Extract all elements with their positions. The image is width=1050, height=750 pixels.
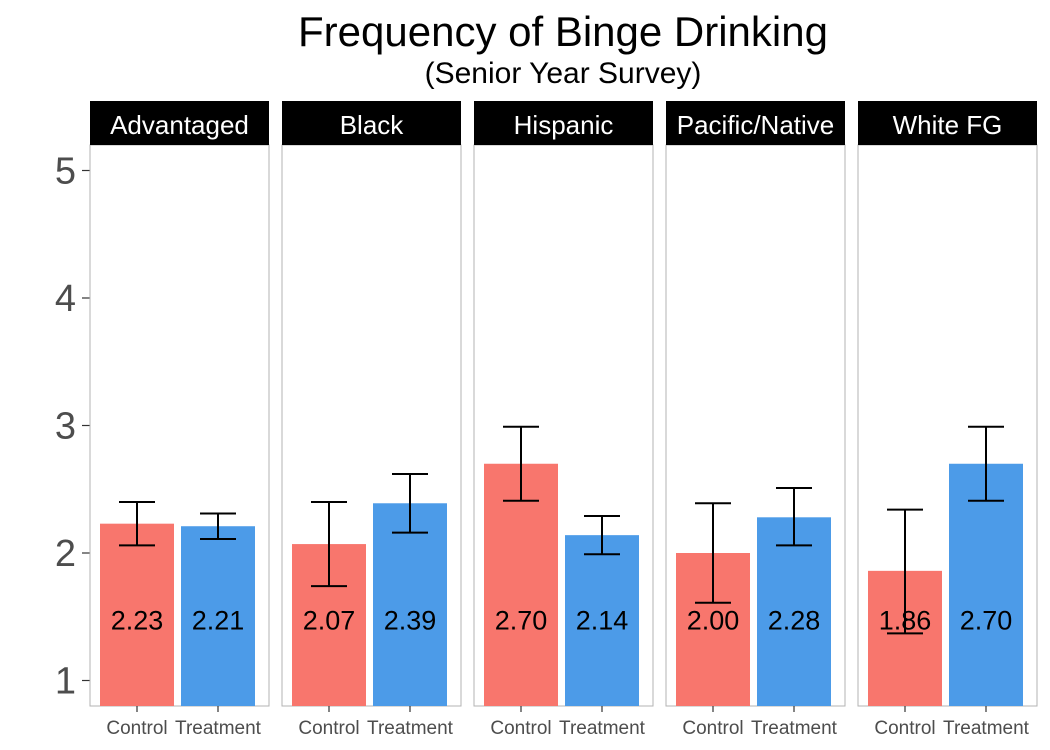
panel-hispanic: Hispanic 2.70 Control 2.14 Treatment [473,101,654,739]
data-label-control: 2.70 [495,605,548,635]
x-tick-label-treatment: Treatment [943,718,1030,739]
panel-advantaged: Advantaged 2.23 Control 2.21 Treatment [89,101,270,739]
data-label-control: 2.07 [303,605,356,635]
x-tick-label-control: Control [106,718,167,739]
data-label-treatment: 2.70 [960,605,1013,635]
chart-subtitle: (Senior Year Survey) [424,57,702,90]
x-tick-label-treatment: Treatment [175,718,262,739]
x-tick-label-treatment: Treatment [751,718,838,739]
x-tick-label-treatment: Treatment [367,718,454,739]
facet-strip-label: White FG [893,110,1003,140]
panel-pacific-native: Pacific/Native 2.00 Control 2.28 Treatment [665,101,846,739]
y-axis: 1 2 3 4 5 [55,151,90,703]
panel-black: Black 2.07 Control 2.39 Treatment [281,101,462,739]
y-tick-label-5: 5 [55,151,76,193]
bar-control [100,523,174,706]
x-tick-label-control: Control [298,718,359,739]
bar-treatment [757,517,831,706]
bar-treatment [565,535,639,706]
facet-panels: Advantaged 2.23 Control 2.21 Treatment Black 2… [89,101,1038,739]
y-tick-label-3: 3 [55,406,76,448]
facet-strip [858,101,1037,145]
facet-strip-label: Hispanic [514,110,614,140]
data-label-treatment: 2.21 [192,605,245,635]
data-label-treatment: 2.28 [768,605,821,635]
x-tick-label-control: Control [874,718,935,739]
y-tick-label-1: 1 [55,661,76,703]
y-tick-label-4: 4 [55,278,76,320]
facet-strip-label: Advantaged [110,110,249,140]
facet-strip [282,101,461,145]
data-label-control: 2.23 [111,605,164,635]
chart-title: Frequency of Binge Drinking [298,8,828,55]
bar-treatment [181,526,255,706]
bar-treatment [949,463,1023,706]
data-label-treatment: 2.14 [576,605,629,635]
facet-strip [90,101,269,145]
data-label-control: 1.86 [879,605,932,635]
data-label-treatment: 2.39 [384,605,437,635]
bar-treatment [373,503,447,706]
x-tick-label-control: Control [490,718,551,739]
facet-strip [474,101,653,145]
x-tick-label-control: Control [682,718,743,739]
panel-white-fg: White FG 1.86 Control 2.70 Treatment [857,101,1038,739]
facet-strip-label: Pacific/Native [677,110,835,140]
x-tick-label-treatment: Treatment [559,718,646,739]
facet-strip-label: Black [340,110,405,140]
facet-strip [666,101,845,145]
y-tick-label-2: 2 [55,533,76,575]
bar-control [484,463,558,706]
data-label-control: 2.00 [687,605,740,635]
